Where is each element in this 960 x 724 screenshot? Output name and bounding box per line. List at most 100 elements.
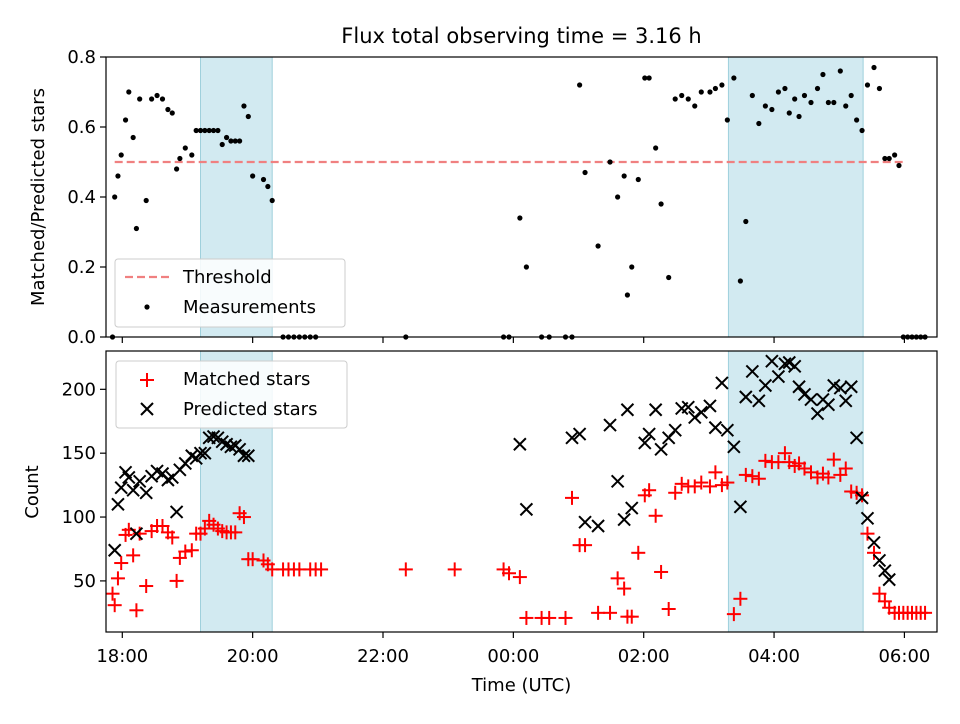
predicted-star-point-83-b — [882, 572, 896, 587]
bottom-xtick-label-2: 22:00 — [357, 646, 409, 667]
matched-star-point-17 — [178, 544, 193, 559]
predicted-star-point-54-b — [715, 376, 729, 390]
matched-star-point-79 — [745, 469, 760, 484]
matched-star-point-46 — [502, 566, 517, 581]
x-axis-label: Time (UTC) — [471, 675, 572, 696]
predicted-star-point-73-b — [827, 378, 841, 393]
measurement-point-58 — [624, 292, 631, 298]
measurement-point-74 — [724, 117, 730, 123]
bottom-ytick-label-2: 150 — [62, 443, 96, 464]
predicted-star-point-33 — [565, 431, 579, 445]
measurement-point-57 — [621, 173, 627, 179]
matched-star-point-42 — [314, 562, 329, 577]
predicted-star-point-19 — [193, 446, 208, 460]
predicted-star-point-64-b — [778, 357, 792, 371]
measurement-point-90 — [820, 71, 826, 78]
predicted-star-point-42-b — [638, 436, 652, 450]
predicted-star-point-17-b — [185, 449, 199, 463]
measurement-point-46 — [517, 215, 523, 221]
measurement-point-85 — [792, 96, 798, 102]
legend-measurements-swatch — [144, 304, 150, 310]
predicted-star-point-52-b — [703, 399, 717, 413]
measurement-point-96 — [854, 117, 860, 123]
predicted-star-point-53 — [708, 420, 723, 435]
predicted-star-point-69-b — [804, 392, 818, 407]
predicted-star-point-4 — [122, 470, 136, 485]
measurement-point-99 — [871, 64, 877, 71]
measurement-point-66 — [672, 96, 678, 102]
predicted-star-point-75 — [839, 394, 853, 408]
matched-star-point-14 — [165, 530, 180, 545]
predicted-star-point-3-b — [118, 465, 133, 480]
matched-star-point-98 — [855, 488, 870, 503]
predicted-star-point-77-b — [849, 431, 864, 445]
matched-star-point-18 — [184, 543, 199, 558]
predicted-star-point-78-b — [855, 491, 869, 505]
predicted-star-point-66 — [787, 359, 802, 374]
matched-star-point-15 — [169, 573, 184, 588]
matched-star-point-44 — [447, 562, 462, 577]
bottom-data-points — [105, 354, 933, 625]
measurement-point-87 — [801, 92, 808, 99]
matched-star-point-32 — [245, 552, 260, 567]
matched-star-point-77 — [733, 591, 748, 606]
predicted-star-point-5 — [126, 483, 140, 497]
measurement-point-3 — [118, 152, 124, 158]
predicted-star-point-61-b — [758, 378, 773, 393]
predicted-star-point-62 — [765, 354, 779, 368]
top-legend-box — [114, 258, 346, 328]
predicted-star-point-5-b — [126, 483, 140, 497]
measurement-point-10 — [149, 96, 155, 102]
bottom-xtick-label-1: 20:00 — [227, 646, 279, 667]
measurement-point-81 — [769, 106, 775, 113]
predicted-star-point-47 — [668, 423, 682, 437]
predicted-star-point-72 — [821, 397, 836, 412]
measurement-point-84 — [786, 110, 792, 116]
predicted-star-point-55-b — [720, 423, 735, 437]
predicted-star-point-30 — [241, 449, 256, 463]
bottom-axes-frame — [105, 350, 938, 633]
predicted-star-point-67 — [792, 380, 806, 394]
measurement-point-83 — [782, 85, 788, 92]
predicted-star-point-83 — [882, 572, 896, 587]
measurement-point-91 — [825, 99, 831, 106]
matched-star-point-99 — [860, 526, 875, 541]
matched-star-point-1 — [107, 598, 122, 613]
bottom-xtick-label-6: 06:00 — [878, 646, 930, 667]
predicted-star-point-31 — [513, 437, 527, 451]
matched-star-point-30 — [236, 510, 251, 525]
predicted-star-point-53-b — [708, 420, 723, 435]
measurement-point-62 — [646, 75, 652, 81]
measurement-point-15 — [174, 166, 180, 172]
measurement-point-59 — [629, 264, 635, 270]
predicted-star-point-59 — [745, 364, 760, 379]
measurement-point-82 — [775, 89, 782, 95]
predicted-star-point-14 — [169, 505, 184, 519]
measurement-point-8 — [137, 96, 143, 102]
predicted-star-point-69 — [804, 392, 818, 407]
predicted-star-point-65-b — [782, 355, 796, 370]
measurement-point-53 — [582, 169, 588, 176]
matched-star-point-60 — [624, 609, 639, 624]
matched-star-point-73 — [708, 465, 723, 480]
top-y-axis-label: Matched/Predicted stars — [28, 88, 49, 306]
measurement-point-70 — [698, 89, 704, 95]
predicted-star-point-37-b — [603, 418, 617, 432]
measurement-point-47 — [523, 264, 529, 270]
predicted-star-point-37 — [603, 418, 617, 432]
measurement-point-88 — [808, 99, 814, 106]
predicted-star-point-28-b — [232, 442, 247, 457]
measurement-point-79 — [756, 120, 762, 127]
predicted-star-point-38 — [610, 474, 625, 488]
measurement-point-12 — [159, 96, 166, 102]
predicted-star-point-45-b — [654, 442, 668, 457]
matched-star-point-51 — [558, 610, 573, 625]
predicted-star-point-57 — [733, 500, 748, 514]
measurement-point-52 — [577, 82, 583, 88]
measurement-point-17 — [182, 145, 188, 151]
measurement-point-67 — [679, 92, 685, 99]
predicted-star-point-54 — [715, 376, 729, 390]
legend-measurements-label: Measurements — [183, 297, 316, 318]
predicted-star-point-63-b — [771, 369, 786, 384]
bottom-ytick-label-0: 50 — [73, 571, 96, 592]
